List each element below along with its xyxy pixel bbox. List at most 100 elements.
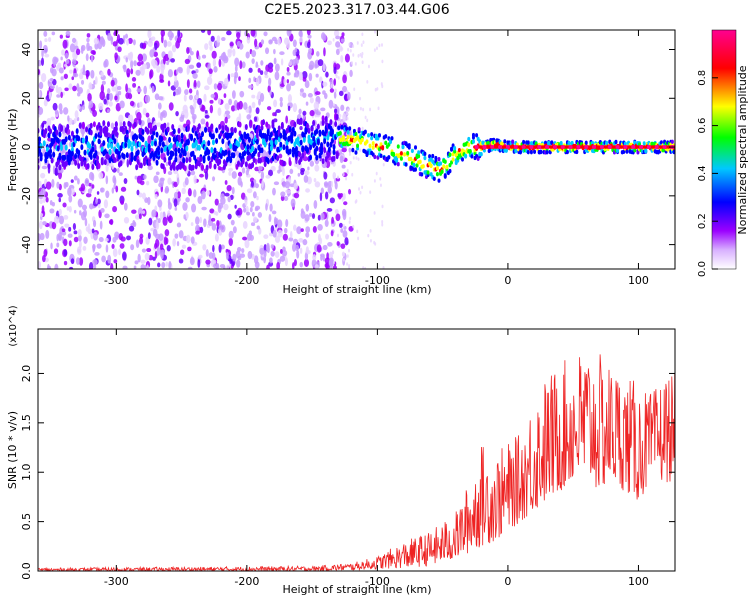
spectrogram-cell: [344, 53, 350, 63]
spectrogram-cell: [113, 132, 119, 136]
spectrogram-cell: [49, 67, 54, 74]
spectrogram-cell: [87, 223, 91, 232]
spectrogram-cell: [248, 105, 252, 115]
spectrogram-cell: [367, 233, 370, 238]
spectrogram-cell: [253, 255, 259, 264]
spectrogram-cell: [291, 126, 295, 133]
spectrogram-cell: [133, 121, 137, 128]
spectrogram-cell: [332, 260, 335, 265]
spectrogram-cell: [443, 159, 447, 164]
spectrogram-cell: [201, 104, 206, 112]
colorbar-tick-label: 0.0: [697, 261, 708, 277]
spectrogram-cell: [111, 187, 115, 194]
spectrogram-cell: [58, 103, 63, 111]
spectrogram-cell: [197, 195, 203, 205]
spectrogram-cell: [312, 135, 316, 142]
spectrogram-cell: [322, 62, 326, 72]
spectrogram-cell: [144, 252, 150, 261]
spectrogram-cell: [206, 76, 213, 85]
spectrogram-cell: [174, 147, 178, 154]
spectrogram-cell: [187, 246, 192, 252]
spectrogram-cell: [584, 140, 588, 145]
spectrogram-cell: [545, 150, 549, 155]
spectrogram-cell: [147, 159, 151, 166]
spectrogram-cell: [286, 71, 291, 76]
spectrogram-cell: [375, 46, 378, 51]
spectrogram-cell: [123, 177, 128, 184]
spectrogram-cell: [126, 38, 129, 46]
spectrogram-cell: [180, 249, 185, 256]
spectrogram-cell: [185, 157, 189, 164]
spectrogram-cell: [279, 101, 283, 108]
spectrogram-cell: [305, 101, 309, 106]
spectrogram-cell: [256, 225, 260, 230]
spectrogram-cell: [186, 66, 190, 76]
spectrogram-cell: [339, 114, 342, 118]
spectrogram-cell: [328, 99, 334, 109]
colorbar: 0.0 0.2 0.4 0.6 0.8 Normalized spectral ampl…: [697, 29, 749, 277]
spectrogram-cell: [42, 44, 48, 54]
spectrogram-cell: [59, 109, 63, 115]
spectrogram-cell: [328, 257, 335, 267]
spectrogram-cell: [226, 126, 230, 133]
spectrogram-cell: [200, 30, 206, 33]
spectrogram-cell: [280, 123, 284, 130]
spectrogram-cell: [66, 206, 70, 211]
spectrogram-cell: [307, 93, 313, 98]
spectrogram-cell: [122, 265, 128, 269]
spectrogram-cell: [135, 69, 141, 76]
spectrogram-cell: [63, 107, 69, 115]
spectrogram-cell: [163, 122, 167, 129]
spectrogram-cell: [160, 147, 164, 154]
spectrogram-cell: [287, 105, 291, 112]
spectrogram-cell: [276, 155, 280, 162]
spectrogram-cell: [244, 30, 247, 37]
spectrogram-cell: [201, 54, 207, 59]
spectrogram-cell: [175, 40, 180, 49]
spectrogram-cell: [505, 145, 510, 150]
spectrogram-cell: [130, 59, 134, 69]
spectrogram-cell: [367, 133, 371, 138]
top-x-tick-label: -300: [104, 274, 129, 287]
spectrogram-cell: [453, 149, 457, 154]
spectrogram-cell: [521, 145, 526, 150]
spectrogram-cell: [188, 156, 192, 163]
spectrogram-cell: [41, 205, 45, 214]
spectrogram-cell: [305, 203, 310, 212]
spectrogram-cell: [135, 164, 139, 171]
spectrogram-cell: [101, 255, 106, 263]
spectrogram-cell: [114, 121, 118, 128]
spectrogram-cell: [537, 145, 542, 150]
spectrogram-cell: [284, 181, 291, 189]
spectrogram-cell: [145, 264, 150, 269]
spectrogram-cell: [228, 237, 233, 247]
spectrogram-cell: [92, 231, 98, 241]
spectrogram-cell: [244, 199, 248, 206]
spectrogram-cell: [623, 141, 627, 146]
spectrogram-cell: [242, 236, 248, 241]
spectrogram-cell: [565, 149, 569, 155]
spectrogram-cell: [381, 222, 384, 227]
spectrogram-cell: [317, 59, 324, 67]
spectrogram-cell: [210, 123, 214, 130]
spectrogram-cell: [182, 157, 186, 164]
spectrogram-cell: [382, 162, 385, 167]
spectrogram-cell: [639, 145, 644, 150]
spectrogram-cell: [274, 71, 280, 81]
spectrogram-cell: [348, 220, 351, 224]
spectrogram-cell: [234, 204, 237, 209]
spectrogram-cell: [340, 104, 345, 112]
spectrogram-cell: [358, 187, 361, 191]
spectrogram-cell: [110, 122, 115, 129]
spectrogram-cell: [92, 244, 96, 250]
spectrogram-cell: [338, 222, 343, 228]
spectrogram-cell: [381, 220, 384, 224]
spectrogram-cell: [288, 148, 292, 155]
spectrogram-cell: [335, 177, 341, 182]
spectrogram-cell: [255, 138, 259, 145]
spectrogram-cell: [339, 155, 344, 164]
spectrogram-cell: [414, 145, 418, 150]
spectrogram-cell: [205, 249, 209, 257]
spectrogram-cell: [228, 167, 234, 172]
